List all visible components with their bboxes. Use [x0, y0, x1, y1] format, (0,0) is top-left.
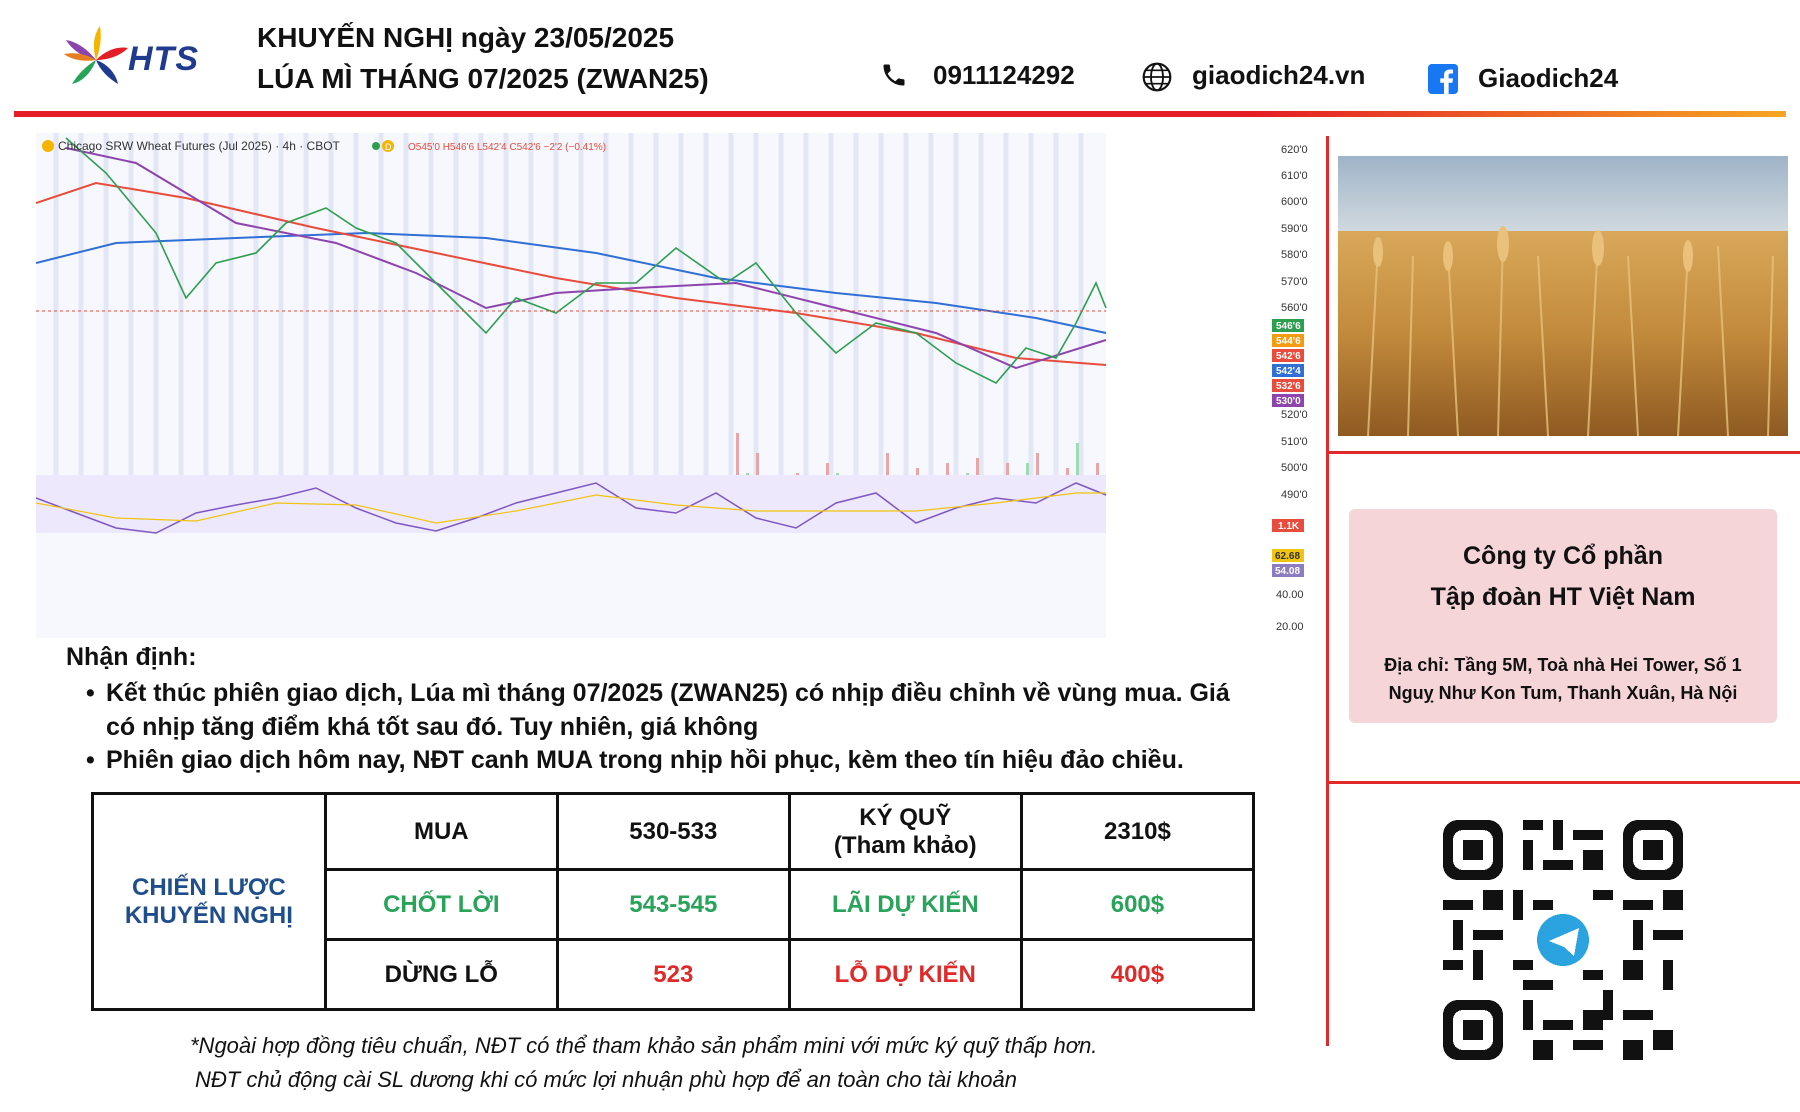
footnote-line1: *Ngoài hợp đồng tiêu chuẩn, NĐT có thể t… [190, 1033, 1098, 1058]
price-axis-label: 590'0 [1281, 223, 1308, 235]
company-address-line2: Nguỵ Như Kon Tum, Thanh Xuân, Hà Nội [1388, 683, 1738, 703]
assessment-bullet: • Phiên giao dịch hôm nay, NĐT canh MUA … [86, 743, 1326, 777]
hts-logo-icon [64, 26, 128, 84]
header-divider [14, 111, 1786, 117]
volume-tag: 1.1K [1278, 521, 1300, 532]
price-tag: 532'6 [1276, 381, 1301, 392]
phone-number[interactable]: 0911124292 [933, 60, 1075, 90]
price-tag: 546'6 [1276, 321, 1301, 332]
rsi-line [36, 482, 1107, 534]
strategy-label-line2: KHUYẾN NGHỊ [124, 901, 293, 929]
price-axis-label: 570'0 [1281, 276, 1308, 288]
expected-loss-value: 400$ [1019, 938, 1256, 1011]
rsi-signal-line [36, 492, 1106, 524]
expected-profit-value: 600$ [1019, 868, 1256, 941]
price-axis-label: 600'0 [1281, 196, 1308, 208]
right-column-separator [1326, 781, 1800, 784]
ma-red-line [36, 181, 1107, 366]
facebook-link[interactable]: Giaodich24 [1478, 63, 1619, 93]
bullet-text: Kết thúc phiên giao dịch, Lúa mì tháng 0… [106, 676, 1326, 744]
price-tag: 542'4 [1276, 366, 1301, 377]
margin-label-line2: (Tham khảo) [833, 831, 977, 859]
bullet-line: có nhịp tăng điểm khá tốt sau đó. Tuy nh… [106, 713, 759, 741]
chart-ohlc: O545'0 H546'6 L542'4 C542'6 −2'2 (−0.41%… [408, 142, 606, 153]
interval-badge: D [385, 142, 392, 152]
strategy-label: CHIẾN LƯỢC KHUYẾN NGHỊ [91, 792, 327, 1011]
price-axis: 620'0 610'0 600'0 590'0 580'0 570'0 560'… [1281, 144, 1308, 501]
bullet-text: Phiên giao dịch hôm nay, NĐT canh MUA tr… [106, 746, 1184, 774]
telegram-qr-code-icon[interactable] [1443, 820, 1683, 1060]
company-name-line2: Tập đoàn HT Việt Nam [1430, 583, 1696, 611]
price-axis-label: 510'0 [1281, 436, 1308, 448]
strategy-label-line1: CHIẾN LƯỢC [131, 873, 286, 901]
buy-value: 530-533 [555, 792, 791, 871]
price-tags: 546'6 544'6 542'6 542'4 532'6 530'0 1.1K… [1272, 319, 1304, 577]
price-axis-label: 560'0 [1281, 302, 1308, 314]
assessment-title: Nhận định: [66, 643, 197, 671]
phone-icon [883, 64, 905, 86]
globe-icon [1142, 62, 1172, 92]
rsi-axis-label: 40.00 [1276, 589, 1304, 601]
stop-loss-value: 523 [555, 938, 791, 1011]
facebook-icon [1428, 64, 1458, 94]
price-axis-label: 520'0 [1281, 409, 1308, 421]
price-axis-label: 610'0 [1281, 170, 1308, 182]
stop-loss-label: DỪNG LỖ [323, 938, 559, 1011]
price-tag: 542'6 [1276, 351, 1301, 362]
bullet-dot: • [86, 679, 95, 707]
product-title: LÚA MÌ THÁNG 07/2025 (ZWAN25) [257, 63, 709, 94]
price-axis-label: 580'0 [1281, 249, 1308, 261]
price-chart: Chicago SRW Wheat Futures (Jul 2025) · 4… [36, 133, 1308, 638]
take-profit-value: 543-545 [555, 868, 791, 941]
right-column-separator [1326, 451, 1800, 454]
margin-label: KÝ QUỸ (Tham khảo) [787, 792, 1023, 871]
rsi-axis-label: 20.00 [1276, 621, 1304, 633]
price-tag: 544'6 [1276, 336, 1301, 347]
chart-legend: Chicago SRW Wheat Futures (Jul 2025) · 4… [42, 139, 606, 153]
rsi-axis: 40.00 20.00 [1276, 589, 1304, 633]
website-link[interactable]: giaodich24.vn [1192, 60, 1366, 90]
buy-label: MUA [323, 792, 559, 871]
company-name-line1: Công ty Cổ phần [1463, 542, 1663, 570]
strategy-table: CHIẾN LƯỢC KHUYẾN NGHỊ MUA 530-533 KÝ QU… [91, 792, 1256, 1011]
rsi-tag: 62.68 [1275, 551, 1300, 562]
rsi-tag: 54.08 [1275, 566, 1300, 577]
ma-purple-line [65, 147, 1107, 370]
report-title: KHUYẾN NGHỊ ngày 23/05/2025 [257, 22, 675, 53]
company-info-card: Công ty Cổ phần Tập đoàn HT Việt Nam Địa… [1349, 509, 1777, 723]
price-tag: 530'0 [1276, 396, 1301, 407]
chart-symbol-label: Chicago SRW Wheat Futures (Jul 2025) · 4… [58, 139, 341, 153]
expected-profit-label: LÃI DỰ KIẾN [787, 868, 1023, 941]
margin-value: 2310$ [1019, 792, 1256, 871]
expected-loss-label: LỖ DỰ KIẾN [787, 938, 1023, 1011]
chart-vertical-bands [53, 133, 1084, 533]
assessment-bullet: • Kết thúc phiên giao dịch, Lúa mì tháng… [86, 676, 1326, 744]
bullet-line: Kết thúc phiên giao dịch, Lúa mì tháng 0… [106, 679, 1230, 707]
take-profit-label: CHỐT LỜI [323, 868, 559, 941]
margin-label-line1: KÝ QUỸ [859, 803, 952, 831]
company-address-line1: Địa chỉ: Tầng 5M, Toà nhà Hei Tower, Số … [1384, 655, 1742, 675]
price-axis-label: 490'0 [1281, 489, 1308, 501]
rsi-panel [36, 475, 1107, 534]
price-axis-label: 500'0 [1281, 462, 1308, 474]
price-axis-label: 620'0 [1281, 144, 1308, 156]
wheat-field-image [1338, 156, 1788, 436]
footnote-line2: NĐT chủ động cài SL dương khi có mức lợi… [195, 1067, 1017, 1092]
brand-name: HTS [128, 40, 199, 78]
right-column-divider [1326, 136, 1329, 1046]
price-candles-line [65, 137, 1107, 384]
bullet-dot: • [86, 746, 95, 774]
ma-blue-line [36, 231, 1107, 334]
